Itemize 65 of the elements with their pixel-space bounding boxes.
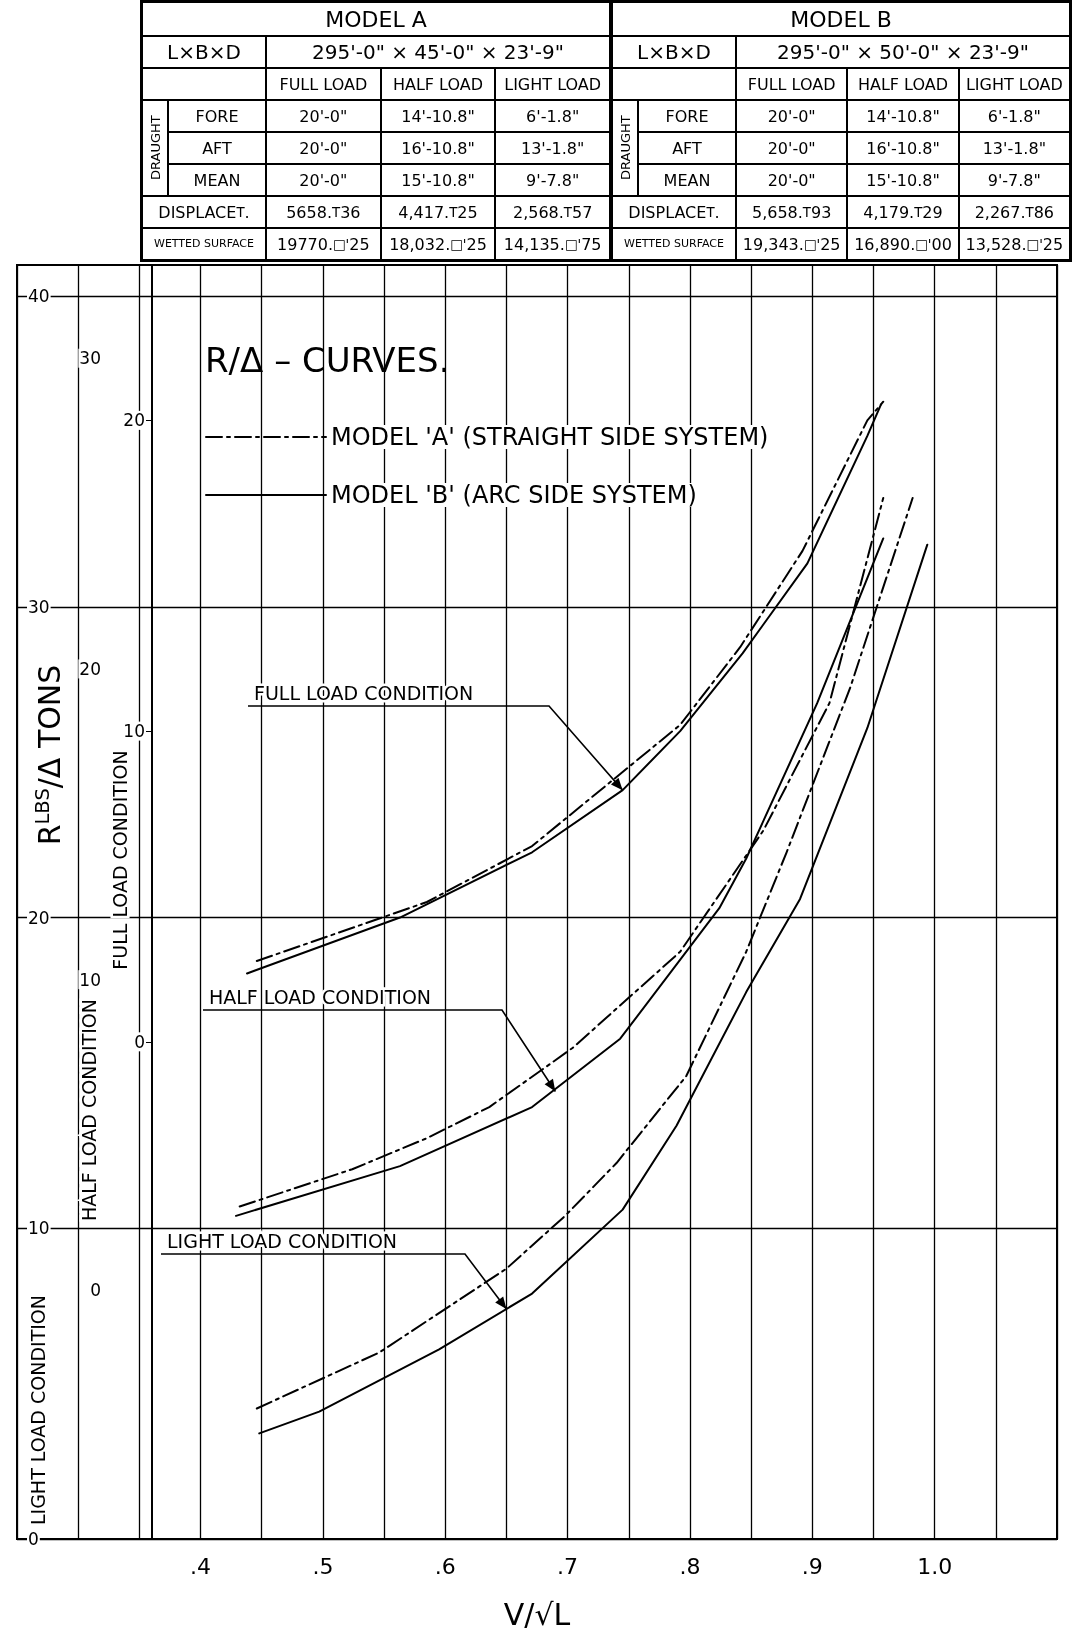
y3-axis-title: FULL LOAD CONDITION <box>109 750 131 970</box>
y-tick-label: 0 <box>28 1529 39 1549</box>
text: 13'-1.8" <box>958 132 1070 164</box>
text: 20'-0" <box>266 164 381 196</box>
y2-tick-label: 20 <box>79 658 101 679</box>
text: 13'-1.8" <box>495 132 610 164</box>
text: L×B×D <box>142 36 266 68</box>
x-tick-label: .9 <box>801 1553 823 1579</box>
text: 15'-10.8" <box>380 164 496 196</box>
y2-tick-label: 10 <box>79 969 101 990</box>
text: FULL LOAD <box>266 68 381 100</box>
text: 9'-7.8" <box>958 164 1070 196</box>
text: 16'-10.8" <box>847 132 959 164</box>
text: 15'-10.8" <box>847 164 959 196</box>
text: 6'-1.8" <box>958 100 1070 132</box>
x-tick-label: .6 <box>434 1553 456 1579</box>
text: MODEL A <box>142 2 610 36</box>
text: DRAUGHT <box>612 100 638 196</box>
x-tick-label: 1.0 <box>917 1553 953 1579</box>
text: HALF LOAD <box>380 68 496 100</box>
x-tick-label: .8 <box>679 1553 701 1579</box>
y-axis-title: LIGHT LOAD CONDITION <box>27 1294 49 1526</box>
text: 14'-10.8" <box>380 100 496 132</box>
text: 20'-0" <box>736 100 848 132</box>
x-axis-title: V/√L <box>503 1596 571 1632</box>
text: L×B×D <box>612 36 736 68</box>
text: HALF LOAD <box>847 68 959 100</box>
text: AFT <box>638 132 736 164</box>
legend-label: MODEL 'A' (STRAIGHT SIDE SYSTEM) <box>331 423 769 451</box>
text: 295'-0" × 50'-0" × 23'-9" <box>736 36 1070 68</box>
y2-tick-label: 0 <box>90 1280 101 1301</box>
y-tick-label: 20 <box>28 907 50 928</box>
y3-tick-label: 0 <box>134 1031 145 1052</box>
y-tick-label: 40 <box>28 286 50 307</box>
text: WETTED SURFACE <box>612 228 736 260</box>
legend-label: MODEL 'B' (ARC SIDE SYSTEM) <box>331 481 697 509</box>
text: 20'-0" <box>736 164 848 196</box>
text: FORE <box>168 100 266 132</box>
y-tick-label: 30 <box>28 596 50 617</box>
text: MEAN <box>638 164 736 196</box>
text: FORE <box>638 100 736 132</box>
text: 295'-0" × 45'-0" × 23'-9" <box>266 36 610 68</box>
text: WETTED SURFACE <box>142 228 266 260</box>
y-tick-label: 10 <box>28 1218 50 1239</box>
x-tick-label: .4 <box>190 1553 212 1579</box>
text: AFT <box>168 132 266 164</box>
text: DRAUGHT <box>142 100 168 196</box>
y2-axis-title: HALF LOAD CONDITION <box>78 998 100 1222</box>
y2-tick-label: 30 <box>79 348 101 369</box>
y3-tick-label: 20 <box>123 410 145 431</box>
text: 20'-0" <box>266 132 381 164</box>
text: LIGHT LOAD <box>958 68 1070 100</box>
y3-tick-label: 10 <box>123 721 145 742</box>
x-tick-label: .7 <box>557 1553 579 1579</box>
text: 9'-7.8" <box>495 164 610 196</box>
text: 20'-0" <box>266 100 381 132</box>
x-tick-label: .5 <box>312 1553 334 1579</box>
text: 20'-0" <box>736 132 848 164</box>
text: MODEL B <box>612 2 1070 36</box>
text: MEAN <box>168 164 266 196</box>
text: LIGHT LOAD <box>495 68 610 100</box>
text: 16'-10.8" <box>380 132 496 164</box>
text: 6'-1.8" <box>495 100 610 132</box>
text: FULL LOAD <box>736 68 848 100</box>
text: 14'-10.8" <box>847 100 959 132</box>
